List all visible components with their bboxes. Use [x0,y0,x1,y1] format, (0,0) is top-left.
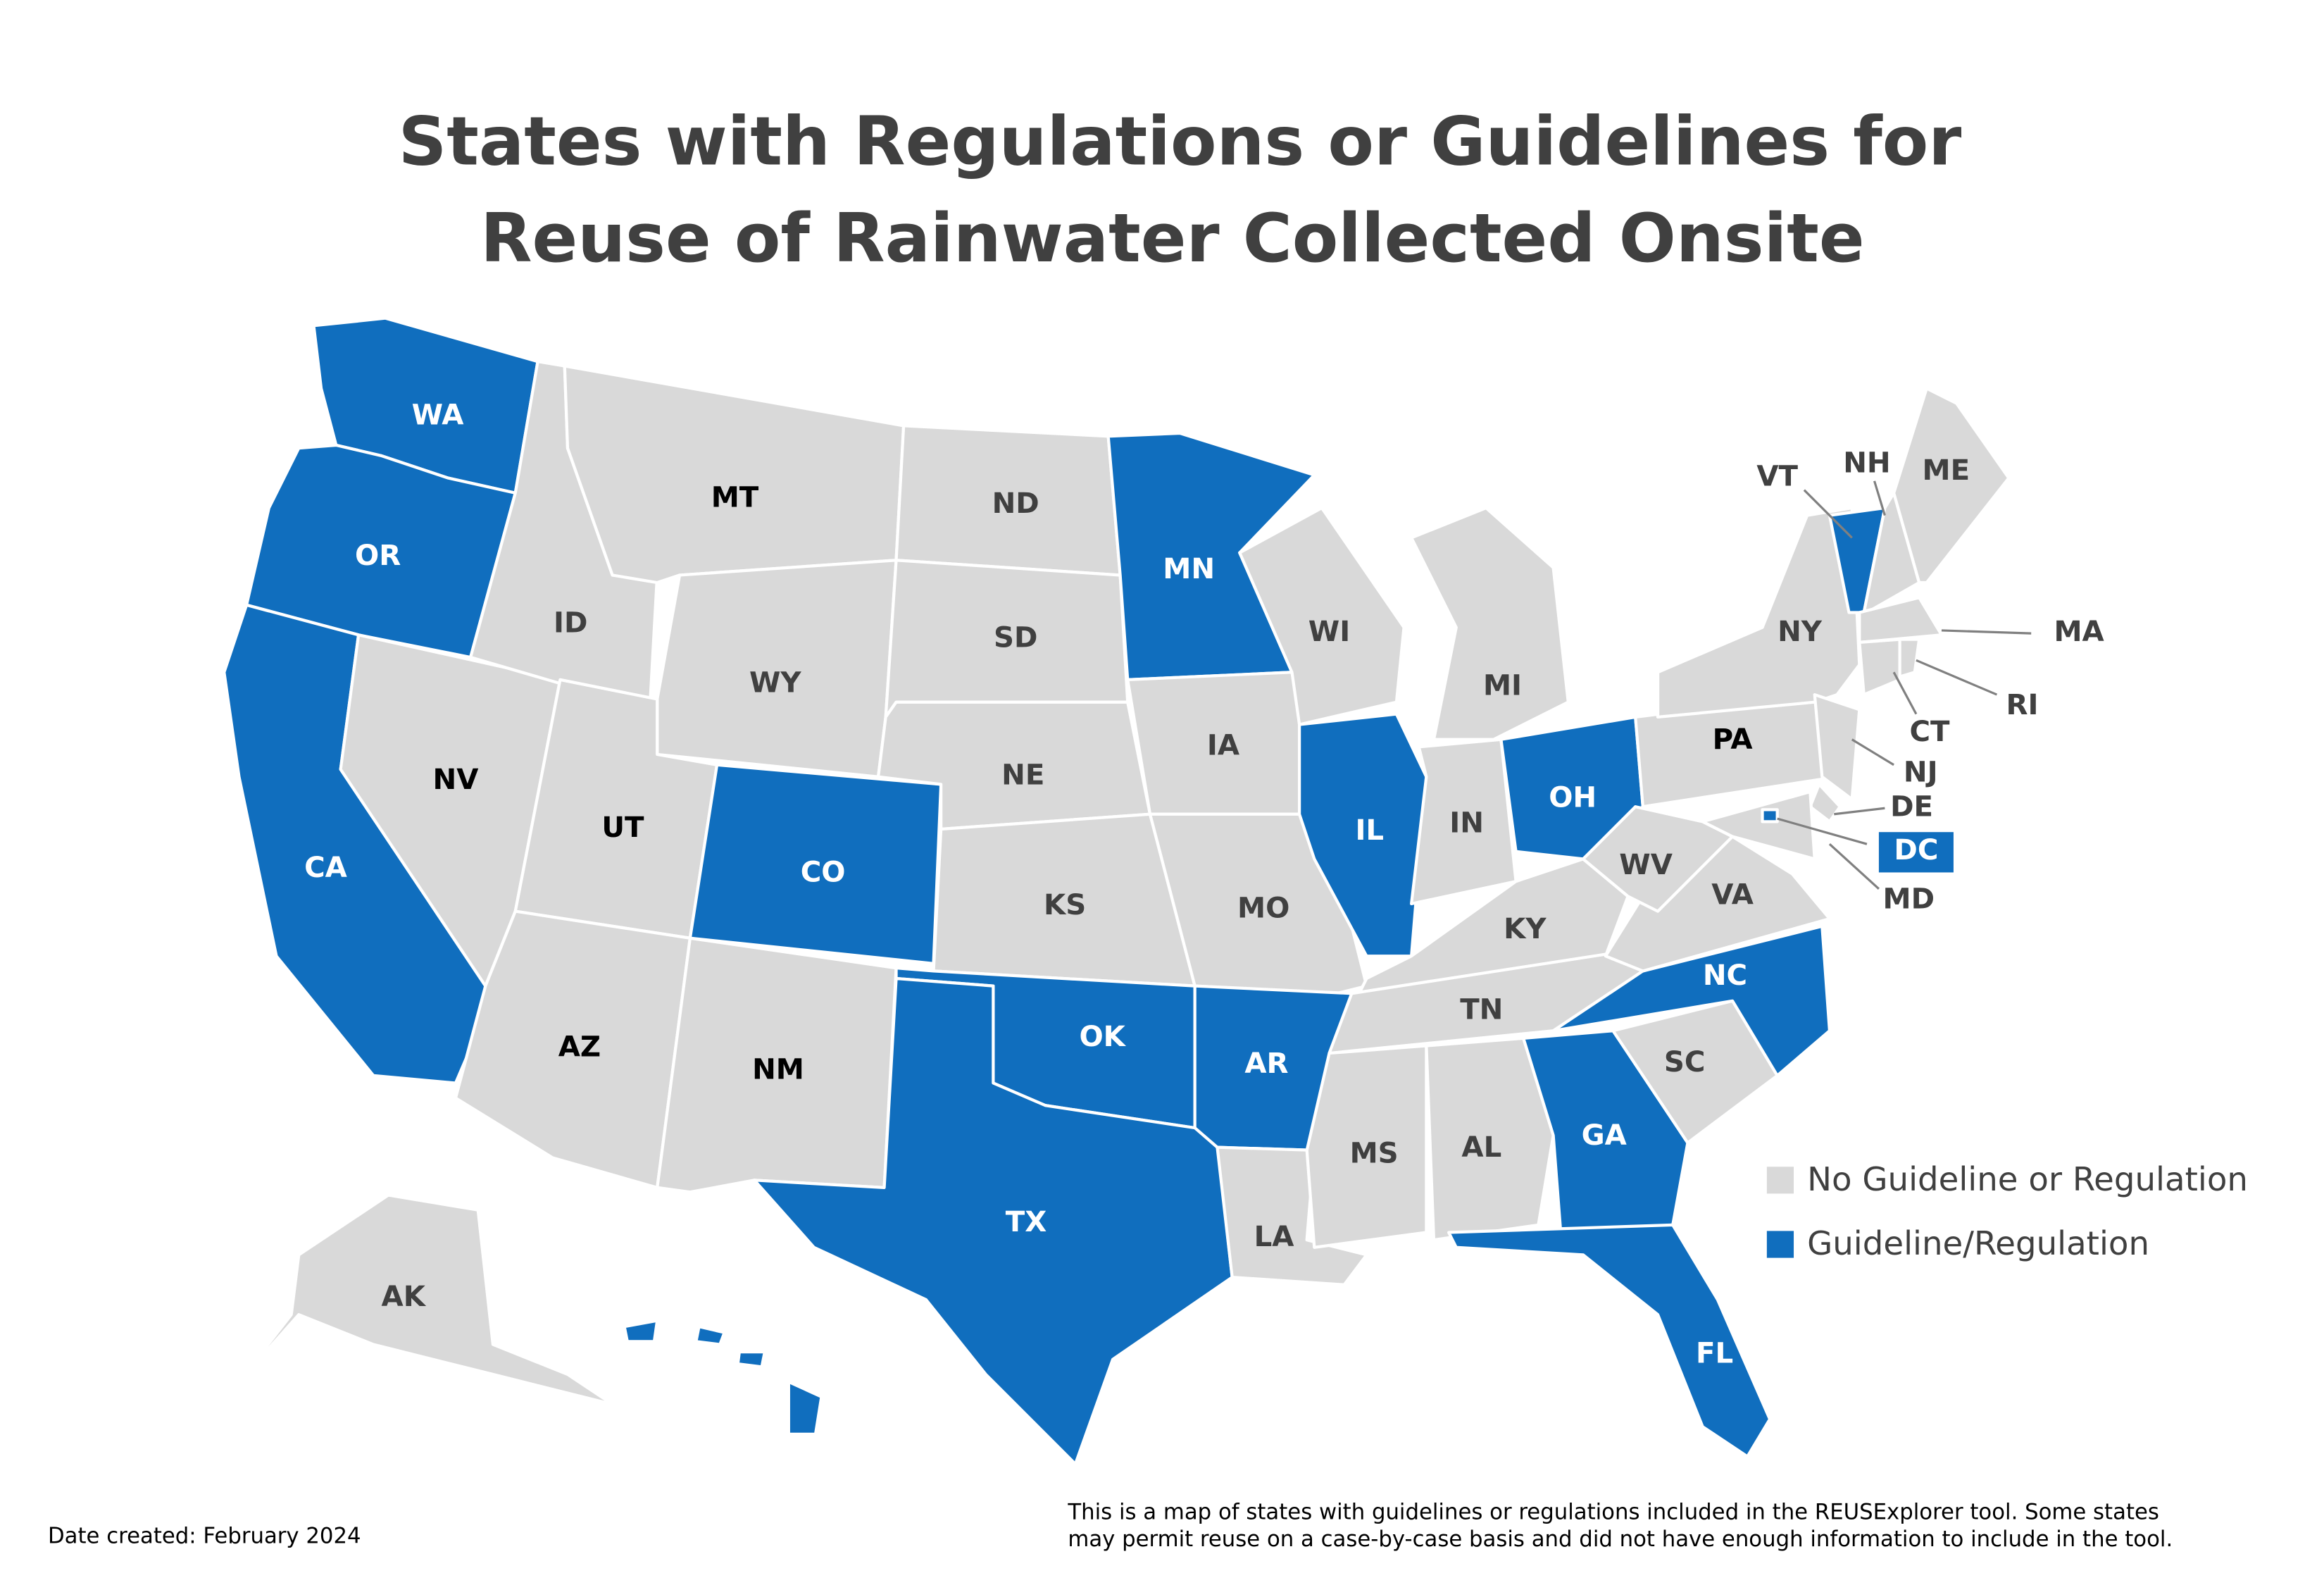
leader-line [1803,489,1853,539]
footnote-line: may permit reuse on a case-by-case basis… [1068,1527,2173,1552]
state-label: CA [304,851,347,884]
state-label: LA [1254,1220,1294,1253]
state-shape [1656,506,1861,719]
state-label: NV [432,763,478,796]
state-label: NJ [1904,755,1938,788]
state-label: AK [382,1280,427,1313]
state-label: HI [716,1384,751,1417]
state-label: MN [1163,552,1215,585]
leader-line [1941,629,2032,635]
labels-layer: WA OR CA NV ID MT WY UT CO AZ NM ND SD NE KS OK TX MN IA MO… [304,399,2104,1418]
state-label: MI [1483,669,1522,702]
state-shape [1858,596,1944,644]
state-label: ME [1923,454,1970,487]
state-shape [623,1319,823,1436]
state-shape [1238,506,1406,726]
leader-line [1892,671,1918,715]
state-label: SC [1664,1045,1706,1079]
state-label: MO [1237,891,1289,924]
state-label: DE [1890,790,1933,823]
state-shape [1425,1036,1555,1242]
state-label: WI [1308,615,1350,648]
states-layer [223,316,2011,1466]
state-label: AZ [558,1031,601,1064]
state-label: GA [1582,1119,1627,1152]
legend-swatch [1766,1167,1794,1194]
state-label: WV [1619,848,1673,881]
state-shape [1761,808,1779,823]
state-label: CT [1909,715,1950,748]
state-shape [237,1193,614,1406]
state-shape [1858,638,1901,697]
state-label: KS [1044,888,1086,921]
state-shape [563,364,906,585]
title-line: Reuse of Rainwater Collected Onsite [480,199,1865,278]
label-box [1878,832,1954,873]
state-label: NH [1843,447,1890,480]
state-label: WA [412,399,464,432]
state-label: MD [1883,883,1935,916]
legend-label: No Guideline or Regulation [1807,1161,2248,1199]
state-label: RI [2006,688,2038,721]
legend-label: Guideline/Regulation [1807,1225,2149,1263]
state-shape [1862,491,1921,614]
state-label: NE [1001,759,1044,792]
state-shape [1808,783,1842,823]
state-label: VA [1711,878,1754,911]
state-label: MT [711,480,759,514]
state-label: WY [749,666,801,699]
state-label: NC [1703,959,1747,992]
state-label: UT [601,811,644,844]
state-shape [1305,1044,1428,1249]
state-label: DC [1894,833,1938,866]
state-shape [1447,1223,1772,1458]
state-label: OK [1079,1020,1126,1053]
footnote-line: This is a map of states with guidelines … [1067,1500,2159,1525]
state-shape [752,976,1234,1466]
title-line: States with Regulations or Guidelines fo… [399,101,1962,180]
state-label: TN [1460,993,1503,1026]
state-label: PA [1713,723,1753,756]
legend-swatch [1766,1231,1794,1258]
state-label: MA [2054,615,2104,648]
state-shape [1898,638,1921,678]
state-label: FL [1696,1336,1733,1369]
state-label: IN [1449,807,1484,840]
state-shape [1701,790,1816,861]
leader-line [1916,659,1998,696]
state-label: SD [994,621,1037,654]
state-label: KY [1504,912,1547,945]
state-label: TX [1006,1205,1047,1238]
state-label: AR [1244,1047,1288,1080]
state-label: VT [1756,460,1798,493]
state-shape [1892,387,2011,585]
leader-line [1873,480,1886,516]
state-label: OH [1549,781,1597,814]
state-shape [1813,692,1861,801]
leader-line [1834,807,1885,816]
date-note: Date created: February 2024 [48,1524,361,1549]
state-label: OR [355,539,401,572]
state-label: NM [752,1052,804,1086]
state-shape [1410,738,1518,906]
leader-line [1777,817,1868,845]
state-label: NY [1778,615,1823,648]
leader-line [1828,843,1880,890]
state-label: ND [992,487,1039,520]
state-label: MS [1350,1136,1399,1169]
state-shape [1297,712,1428,958]
leader-line [1851,738,1894,766]
state-label: IA [1207,728,1239,762]
state-label: IL [1355,814,1384,847]
state-label: AL [1461,1131,1501,1164]
state-shape [1410,506,1570,741]
state-label: ID [554,606,587,639]
state-label: CO [801,856,846,889]
